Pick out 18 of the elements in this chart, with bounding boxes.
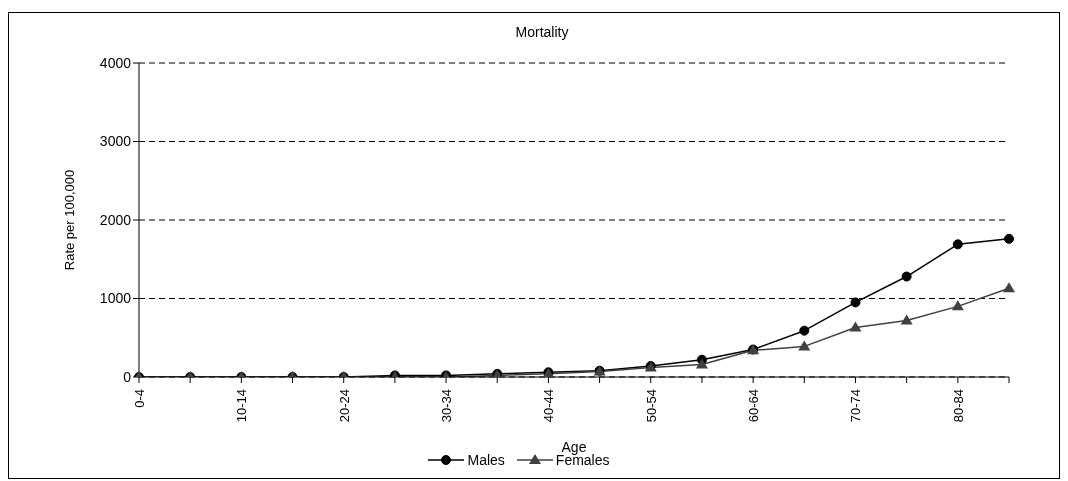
x-tick-label: 80-84 xyxy=(950,389,966,423)
y-tick-label: 0 xyxy=(123,368,132,385)
chart-title: Mortality xyxy=(515,24,569,40)
x-tick-label: 20-24 xyxy=(336,389,352,423)
y-tick-label: 1000 xyxy=(99,290,132,307)
y-tick-label: 2000 xyxy=(99,211,132,228)
x-tick-label: 60-64 xyxy=(746,389,762,423)
y-tick-label: 3000 xyxy=(99,133,132,150)
x-tick-label: 40-44 xyxy=(541,389,557,423)
y-axis-title: Rate per 100,000 xyxy=(61,169,77,271)
x-tick-label: 70-74 xyxy=(848,389,864,423)
x-tick-label: 50-54 xyxy=(643,389,659,423)
y-tick-label: 4000 xyxy=(99,54,132,71)
x-tick-label: 10-14 xyxy=(234,389,250,423)
x-axis-title: Age xyxy=(561,439,587,455)
x-tick-label: 0-4 xyxy=(132,389,147,408)
x-tick-label: 30-34 xyxy=(439,389,455,423)
legend-label: Males xyxy=(466,452,505,468)
